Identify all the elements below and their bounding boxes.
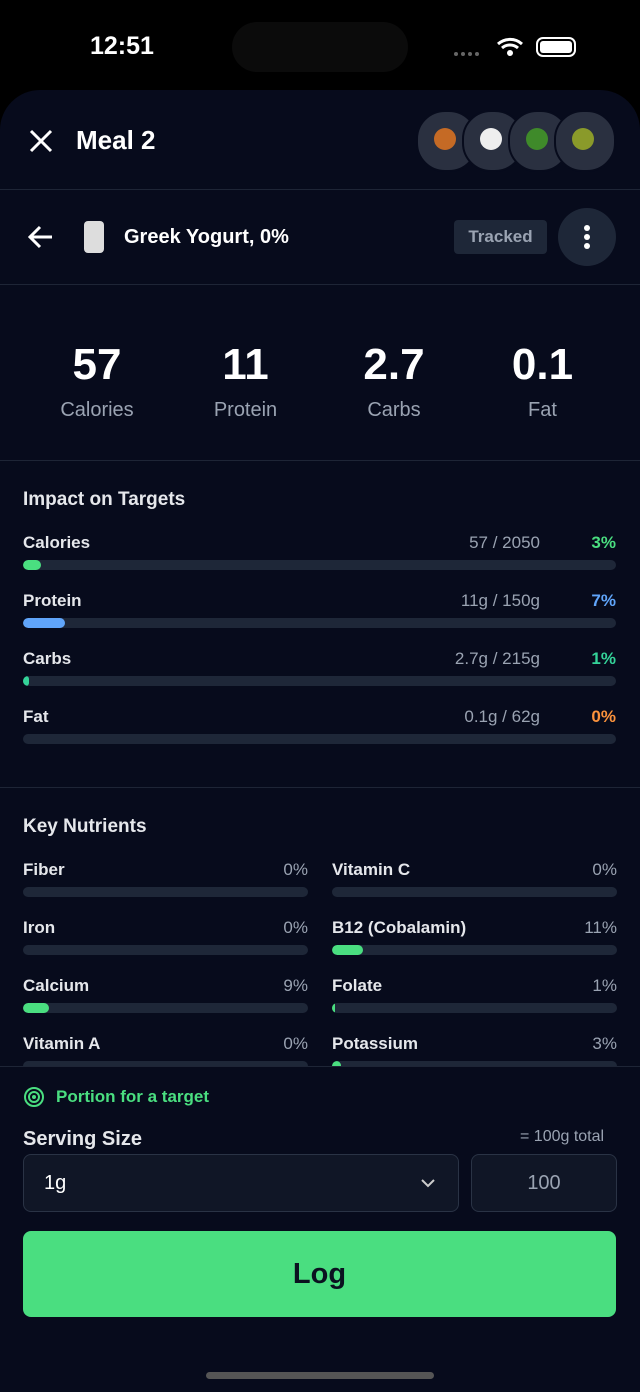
summary-value: 57 — [72, 340, 122, 389]
portion-link[interactable]: Portion for a target — [56, 1087, 210, 1106]
progress-track — [23, 1003, 308, 1013]
target-amount: 0.1g / 62g — [464, 707, 540, 726]
food-name: Greek Yogurt, 0% — [124, 226, 289, 248]
nutrient-percent: 0% — [283, 918, 308, 937]
divider — [0, 460, 640, 461]
target-percent: 7% — [591, 591, 616, 610]
progress-track — [332, 887, 617, 897]
progress-fill — [23, 618, 65, 628]
status-icons — [454, 37, 576, 57]
summary-label: Protein — [213, 399, 278, 421]
target-percent: 0% — [591, 707, 616, 726]
bottom-panel — [0, 1066, 640, 1392]
log-button[interactable]: Log — [23, 1231, 616, 1317]
unit-value: 1g — [44, 1172, 67, 1194]
nutrient-percent: 0% — [592, 860, 617, 879]
progress-track — [23, 887, 308, 897]
progress-track — [23, 734, 616, 744]
progress-fill — [332, 1003, 335, 1013]
progress-track — [332, 1003, 617, 1013]
meal-title: Meal 2 — [76, 125, 156, 155]
nutrient-percent: 1% — [592, 976, 617, 995]
target-icon — [24, 1087, 44, 1107]
target-amount: 57 / 2050 — [469, 533, 540, 552]
nutrient-name: Fiber — [23, 860, 65, 879]
target-name: Fat — [23, 707, 49, 726]
nutrient-name: Folate — [332, 976, 383, 995]
dynamic-island — [232, 22, 408, 72]
nutrient-name: B12 (Cobalamin) — [332, 918, 467, 937]
nutrient-name: Vitamin A — [23, 1034, 101, 1053]
progress-fill — [23, 676, 29, 686]
nutrient-percent: 9% — [283, 976, 308, 995]
progress-track — [332, 945, 617, 955]
status-time: 12:51 — [90, 32, 154, 60]
progress-fill — [23, 1003, 49, 1013]
summary-value: 0.1 — [511, 340, 574, 389]
summary-label: Calories — [60, 399, 134, 421]
close-button[interactable] — [28, 128, 54, 154]
summary-value: 2.7 — [363, 340, 425, 389]
home-indicator — [206, 1372, 434, 1379]
target-percent: 3% — [591, 533, 616, 552]
target-amount: 2.7g / 215g — [454, 649, 540, 668]
nutrient-percent: 11% — [584, 918, 617, 937]
serving-label: Serving Size — [23, 1128, 142, 1150]
nutrient-name: Potassium — [332, 1034, 418, 1053]
target-name: Carbs — [23, 649, 72, 668]
back-button[interactable] — [28, 225, 54, 249]
progress-track — [23, 676, 616, 686]
progress-track — [23, 618, 616, 628]
progress-fill — [332, 945, 364, 955]
unit-select[interactable]: 1g — [23, 1154, 459, 1212]
summary-label: Fat — [528, 399, 557, 421]
target-percent: 1% — [591, 649, 616, 668]
section-title: Key Nutrients — [23, 816, 147, 837]
amount-input[interactable]: 100 — [471, 1154, 617, 1212]
progress-fill — [332, 1061, 341, 1066]
nutrient-percent: 3% — [592, 1034, 617, 1053]
divider — [0, 189, 640, 190]
nutrient-percent: 0% — [283, 1034, 308, 1053]
more-button[interactable] — [558, 208, 616, 266]
nutrient-name: Calcium — [23, 976, 90, 995]
nutrient-percent: 0% — [283, 860, 308, 879]
progress-fill — [23, 560, 41, 570]
progress-track — [23, 945, 308, 955]
section-title: Impact on Targets — [23, 489, 186, 510]
progress-track — [332, 1061, 617, 1066]
target-amount: 11g / 150g — [460, 591, 540, 610]
progress-track — [23, 560, 616, 570]
summary-label: Carbs — [367, 399, 421, 421]
food-icon — [84, 221, 104, 253]
divider — [0, 284, 640, 285]
tracked-badge: Tracked — [454, 220, 547, 254]
nutrient-grid: Fiber 0% Vitamin C 0% Iron 0% B12 (Cobalamin) 1… — [0, 850, 640, 1066]
nutrient-name: Iron — [23, 918, 56, 937]
progress-track — [23, 1061, 308, 1066]
summary-value: 11 — [222, 340, 269, 389]
divider — [0, 787, 640, 788]
serving-total: = 100g total — [520, 1128, 605, 1145]
nutrient-name: Vitamin C — [332, 860, 411, 879]
target-name: Protein — [23, 591, 82, 610]
target-name: Calories — [23, 533, 91, 552]
